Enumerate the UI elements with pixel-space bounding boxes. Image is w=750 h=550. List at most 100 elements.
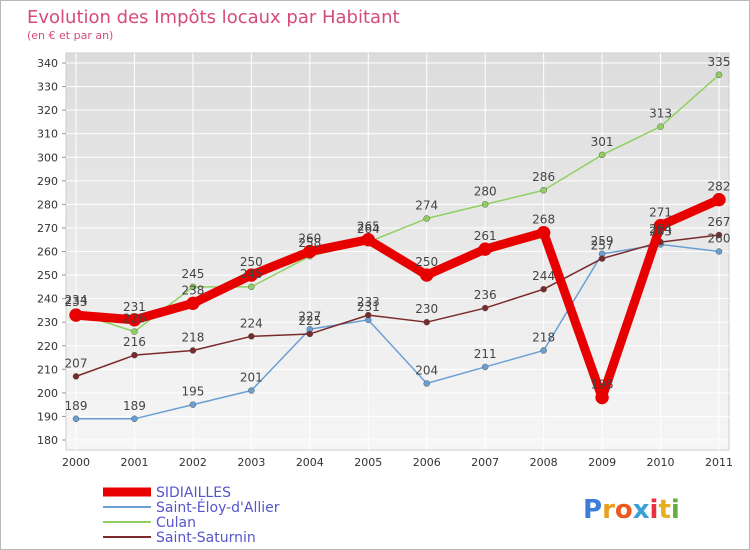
data-label: 261: [474, 229, 497, 243]
data-label: 244: [532, 269, 555, 283]
data-label: 280: [474, 184, 497, 198]
data-label: 207: [65, 356, 88, 370]
x-tick-label: 2010: [647, 456, 675, 469]
data-point: [540, 347, 547, 354]
data-label: 271: [649, 206, 672, 220]
data-point: [423, 215, 430, 222]
data-label: 231: [123, 300, 146, 314]
data-point: [72, 415, 80, 423]
y-tick-label: 320: [37, 104, 58, 117]
data-point: [127, 313, 142, 327]
data-point: [481, 363, 489, 371]
data-point: [189, 347, 197, 354]
x-tick-label: 2011: [705, 456, 733, 469]
data-label: 233: [357, 295, 380, 309]
data-label: 225: [298, 314, 321, 328]
data-point: [365, 311, 372, 319]
data-label: 227: [298, 309, 321, 323]
data-point: [423, 318, 430, 326]
grid: [66, 53, 729, 450]
data-label: 265: [357, 220, 380, 234]
data-point: [419, 268, 434, 282]
y-tick-label: 190: [37, 410, 58, 423]
y-tick-label: 230: [37, 316, 58, 329]
data-point: [653, 218, 668, 233]
y-tick-label: 210: [37, 363, 58, 376]
y-tick-label: 180: [37, 434, 58, 447]
logo-letter: t: [658, 495, 670, 525]
data-label: 258: [298, 236, 321, 250]
data-label: 230: [415, 302, 438, 316]
data-point: [595, 390, 609, 405]
legend-label-0: SIDIAILLES: [156, 485, 231, 501]
data-point: [248, 387, 255, 394]
data-point: [423, 380, 430, 387]
data-label: 226: [123, 312, 146, 326]
y-tick-label: 260: [37, 246, 58, 259]
data-label: 264: [357, 222, 380, 236]
data-label: 282: [708, 180, 731, 194]
series-line: [75, 234, 720, 378]
data-label: 264: [649, 222, 672, 236]
logo-letter: o: [615, 495, 633, 525]
data-label: 274: [415, 199, 438, 213]
logo-letter: i: [671, 495, 680, 525]
data-point: [598, 151, 606, 159]
x-tick-label: 2002: [179, 456, 207, 469]
y-tick-label: 280: [37, 198, 58, 211]
data-point: [186, 296, 200, 311]
x-tick-label: 2006: [413, 456, 441, 469]
legend-label-1: Saint-Éloy-d'Allier: [156, 499, 280, 516]
series-line: [71, 195, 724, 403]
y-tick-label: 220: [37, 340, 58, 353]
data-label: 268: [532, 213, 555, 227]
chart-title: Evolution des Impôts locaux par Habitant: [27, 7, 400, 28]
y-tick-label: 200: [37, 387, 58, 400]
data-point: [69, 308, 83, 322]
x-tick-label: 2008: [530, 456, 558, 469]
y-tick-label: 290: [37, 175, 58, 188]
y-tick-label: 240: [37, 293, 58, 306]
data-point: [715, 71, 723, 79]
data-point: [303, 244, 317, 259]
data-label: 189: [65, 399, 88, 413]
x-tick-label: 2004: [296, 456, 324, 469]
data-label: 301: [591, 135, 614, 149]
legend-label-2: Culan: [156, 515, 196, 531]
chart-subtitle: (en € et par an): [27, 29, 113, 42]
series-layer: [69, 71, 726, 423]
x-tick-label: 2005: [354, 456, 382, 469]
x-tick-label: 2009: [588, 456, 616, 469]
data-label: 263: [649, 224, 672, 238]
series-0: [69, 192, 726, 405]
data-label: 218: [532, 330, 555, 344]
data-point: [540, 285, 547, 293]
data-point: [478, 242, 492, 256]
x-tick-label: 2007: [471, 456, 499, 469]
logo-letter: r: [602, 495, 615, 525]
data-point: [248, 333, 255, 340]
data-label: 257: [591, 239, 614, 253]
data-point: [598, 255, 606, 262]
data-point: [481, 201, 489, 208]
data-label: 211: [474, 347, 497, 361]
data-point: [306, 330, 314, 338]
data-point: [536, 225, 551, 240]
data-point: [72, 373, 80, 380]
logo-letter: x: [633, 495, 650, 525]
x-tick-label: 2000: [62, 456, 90, 469]
y-tick-label: 250: [37, 269, 58, 282]
data-point: [715, 248, 723, 255]
logo-letter: i: [650, 495, 659, 525]
data-label: 216: [123, 335, 146, 349]
legend-label-3: Saint-Saturnin: [156, 530, 256, 546]
data-labels: 189 1891952012272312042112182592632602342…: [65, 55, 731, 413]
data-label: 260: [298, 232, 321, 246]
data-label: 198: [591, 378, 614, 392]
y-tick-label: 330: [37, 81, 58, 94]
data-label: 224: [240, 316, 263, 330]
legend: SIDIAILLESSaint-Éloy-d'AllierCulanSaint-…: [103, 485, 280, 546]
data-point: [131, 328, 138, 335]
data-point: [131, 415, 138, 423]
